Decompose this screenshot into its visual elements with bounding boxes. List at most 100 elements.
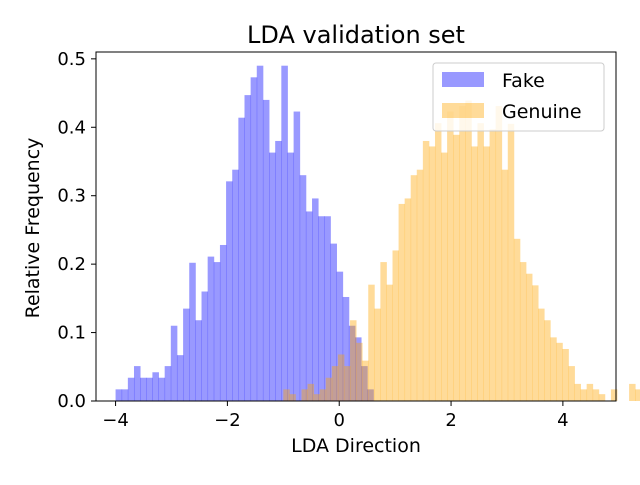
bar-fake-7	[158, 377, 166, 401]
chart-title: LDA validation set	[247, 21, 465, 49]
bar-genuine-30	[465, 100, 472, 401]
bar-fake-41	[367, 389, 374, 401]
bar-fake-8	[164, 366, 172, 401]
bar-genuine-9	[337, 354, 345, 401]
bar-fake-9	[170, 325, 178, 401]
bar-fake-20	[238, 117, 245, 401]
bar-genuine-27	[447, 111, 454, 401]
y-axis-label: Relative Frequency	[22, 138, 44, 319]
bar-genuine-7	[325, 377, 333, 401]
legend-box	[432, 62, 605, 132]
bar-genuine-31	[471, 146, 478, 401]
bar-fake-23	[256, 65, 264, 401]
bar-genuine-14	[368, 284, 375, 401]
bar-genuine-41	[532, 285, 539, 401]
bar-genuine-45	[556, 342, 563, 401]
bar-fake-6	[152, 372, 159, 401]
bar-fake-31	[305, 211, 313, 401]
bar-fake-24	[262, 99, 270, 402]
bar-genuine-10	[343, 366, 351, 401]
bar-genuine-39	[519, 262, 527, 401]
bar-genuine-26	[441, 152, 448, 401]
bar-genuine-8	[331, 366, 339, 401]
bar-genuine-47	[568, 366, 575, 401]
plot-frame	[95, 51, 617, 402]
y-tick-label: 0.1	[57, 323, 86, 344]
bar-fake-17	[219, 244, 227, 401]
bar-fake-12	[189, 262, 196, 401]
bars-layer	[115, 65, 640, 402]
bar-genuine-57	[629, 383, 636, 401]
bar-fake-35	[330, 243, 337, 401]
bar-genuine-25	[434, 123, 442, 402]
bar-fake-21	[244, 95, 252, 402]
bar-fake-11	[183, 308, 190, 401]
bar-genuine-43	[544, 320, 551, 401]
bar-fake-14	[201, 291, 209, 401]
bar-fake-36	[336, 271, 344, 401]
bar-fake-2	[127, 377, 135, 401]
y-tick-label: 0.2	[57, 254, 86, 275]
legend-swatch-fake	[442, 72, 484, 87]
legend-label-fake: Fake	[502, 70, 545, 92]
bar-genuine-0	[283, 389, 290, 401]
bar-genuine-38	[513, 238, 521, 401]
bar-genuine-40	[525, 273, 533, 401]
bar-fake-34	[324, 216, 331, 401]
y-tick-label: 0.4	[57, 117, 86, 138]
bar-genuine-13	[362, 360, 369, 401]
bar-genuine-36	[501, 169, 509, 401]
bar-genuine-11	[350, 320, 357, 401]
bar-genuine-6	[319, 389, 327, 401]
bar-genuine-29	[459, 106, 466, 401]
bar-fake-39	[355, 337, 362, 401]
bar-fake-26	[275, 140, 282, 401]
bar-genuine-35	[495, 106, 503, 401]
bar-fake-27	[281, 65, 288, 401]
bar-genuine-17	[386, 284, 393, 401]
bar-fake-13	[195, 320, 202, 401]
bar-genuine-58	[635, 389, 640, 401]
bar-genuine-19	[398, 203, 406, 401]
bar-fake-19	[232, 169, 239, 401]
bar-genuine-37	[507, 123, 515, 401]
bar-genuine-42	[538, 308, 545, 401]
bar-fake-18	[226, 181, 233, 401]
bar-genuine-18	[392, 250, 399, 401]
bar-genuine-24	[428, 146, 436, 401]
bar-genuine-5	[313, 394, 321, 401]
bar-fake-33	[318, 216, 325, 401]
legend-label-genuine: Genuine	[502, 101, 582, 123]
bar-genuine-20	[404, 198, 412, 401]
bar-fake-16	[213, 262, 221, 401]
bar-genuine-34	[489, 129, 497, 401]
legend: Fake Genuine	[432, 62, 605, 132]
bar-fake-0	[115, 389, 123, 401]
bar-genuine-12	[356, 342, 363, 401]
bar-genuine-3	[301, 389, 308, 401]
bar-genuine-28	[453, 134, 460, 402]
bar-fake-15	[207, 256, 215, 401]
x-tick-label: −2	[214, 410, 241, 431]
bar-fake-25	[269, 152, 276, 401]
bar-genuine-33	[483, 146, 490, 401]
bar-fake-5	[146, 377, 153, 401]
x-tick-label: 2	[445, 410, 456, 431]
bar-genuine-54	[610, 389, 618, 401]
bar-fake-40	[361, 366, 368, 401]
bar-fake-37	[342, 296, 350, 401]
bar-fake-22	[250, 77, 258, 401]
bar-genuine-32	[477, 123, 484, 402]
bar-fake-32	[312, 198, 319, 401]
x-tick-label: 4	[557, 410, 568, 431]
bar-fake-29	[293, 111, 301, 401]
bar-fake-30	[299, 175, 307, 401]
bar-fake-10	[176, 355, 184, 401]
bar-genuine-16	[380, 262, 387, 401]
bar-genuine-1	[289, 394, 296, 401]
y-tick-label: 0.0	[57, 391, 86, 412]
bar-genuine-44	[550, 337, 557, 401]
y-tick-label: 0.5	[57, 49, 86, 70]
